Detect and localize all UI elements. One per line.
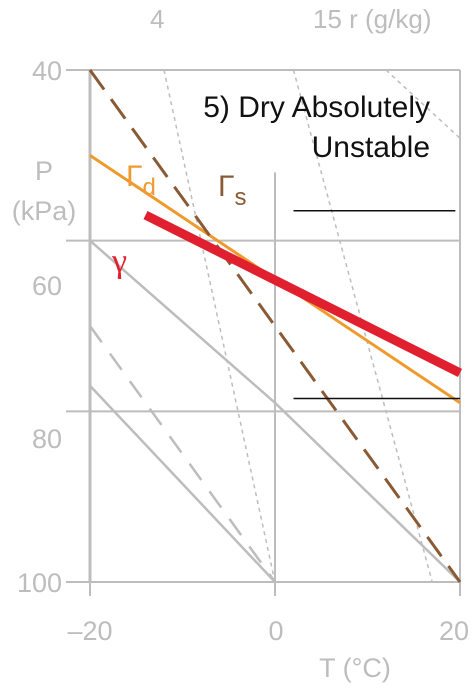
y-axis-label-line-1: P [35,156,53,186]
mixing-ratio-label-high: 15 r (g/kg) [313,4,432,34]
mixing-ratio-line-2 [385,69,461,139]
environment-label: γ [111,243,127,280]
x-tick-label-0: 0 [268,616,283,646]
y-tick-label-80: 80 [32,424,62,454]
title-line-1: 5) Dry Absolutely [203,91,430,124]
saturated-adiabat-label-main: Γ [218,170,235,203]
saturated-adiabat-label: Γs [218,170,247,211]
y-tick-label-60: 60 [32,271,62,301]
dry-adiabat-label-sub: d [143,174,156,201]
process-lines [88,69,463,583]
x-tick-label-minus20: –20 [67,616,112,646]
saturated-adiabat-label-sub: s [235,184,247,211]
saturated-adiabat-line [88,69,462,583]
axis-grid [66,69,461,596]
mixing-ratio-label-low: 4 [150,4,164,34]
background-dry-adiabat-0 [89,239,276,404]
environment-sounding-line [143,211,463,377]
y-axis-label-line-2: (kPa) [12,196,77,226]
x-tick-label-20: 20 [439,616,469,646]
x-axis-label: T (°C) [319,653,391,683]
y-tick-label-40: 40 [32,56,62,86]
background-dry-adiabat-2 [89,384,276,583]
background-dry-adiabat-1 [274,401,461,583]
y-tick-label-100: 100 [17,568,62,598]
title-line-2: Unstable [312,131,430,164]
background-saturated-adiabat [88,325,277,583]
dry-adiabat-label: Γd [126,160,156,201]
dry-adiabat-label-main: Γ [126,160,143,193]
